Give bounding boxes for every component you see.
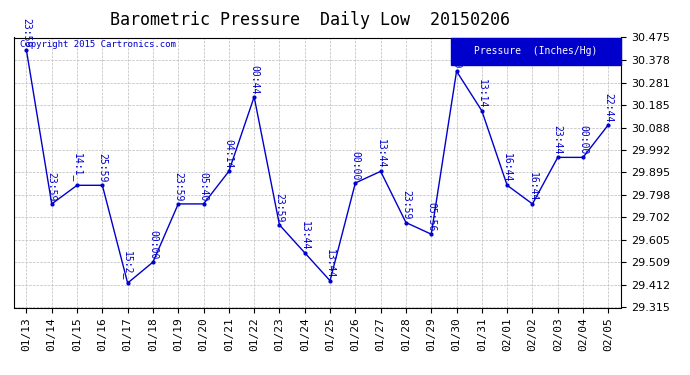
Text: Pressure  (Inches/Hg): Pressure (Inches/Hg) — [474, 46, 598, 56]
Text: 23:59: 23:59 — [275, 193, 284, 222]
Text: 15:2_: 15:2_ — [122, 251, 133, 280]
Text: 16:44: 16:44 — [527, 172, 538, 201]
Text: 00:44: 00:44 — [249, 65, 259, 94]
Text: 13:14: 13:14 — [477, 79, 487, 108]
Text: 00:00: 00:00 — [578, 125, 588, 154]
Text: 14:1_: 14:1_ — [72, 153, 83, 183]
Text: 23:29: 23:29 — [451, 39, 462, 69]
Text: 23:59: 23:59 — [401, 190, 411, 220]
Text: 13:44: 13:44 — [299, 220, 310, 250]
Text: 23:59: 23:59 — [173, 172, 184, 201]
Text: 13:44: 13:44 — [375, 139, 386, 168]
Text: 25:59: 25:59 — [97, 153, 108, 183]
Text: 13:44: 13:44 — [325, 249, 335, 278]
Text: 05:56: 05:56 — [426, 202, 436, 231]
Text: 23:59: 23:59 — [47, 172, 57, 201]
Text: Barometric Pressure  Daily Low  20150206: Barometric Pressure Daily Low 20150206 — [110, 11, 511, 29]
Bar — [451, 38, 621, 64]
Text: 00:00: 00:00 — [351, 151, 360, 180]
Text: 05:40: 05:40 — [199, 172, 208, 201]
Text: Copyright 2015 Cartronics.com: Copyright 2015 Cartronics.com — [20, 40, 176, 49]
Text: 22:44: 22:44 — [603, 93, 613, 122]
Text: 23:44: 23:44 — [553, 125, 563, 154]
Text: 00:00: 00:00 — [148, 230, 158, 260]
Text: 23:59: 23:59 — [21, 18, 32, 48]
Text: 04:14: 04:14 — [224, 139, 234, 168]
Text: 16:44: 16:44 — [502, 153, 512, 183]
